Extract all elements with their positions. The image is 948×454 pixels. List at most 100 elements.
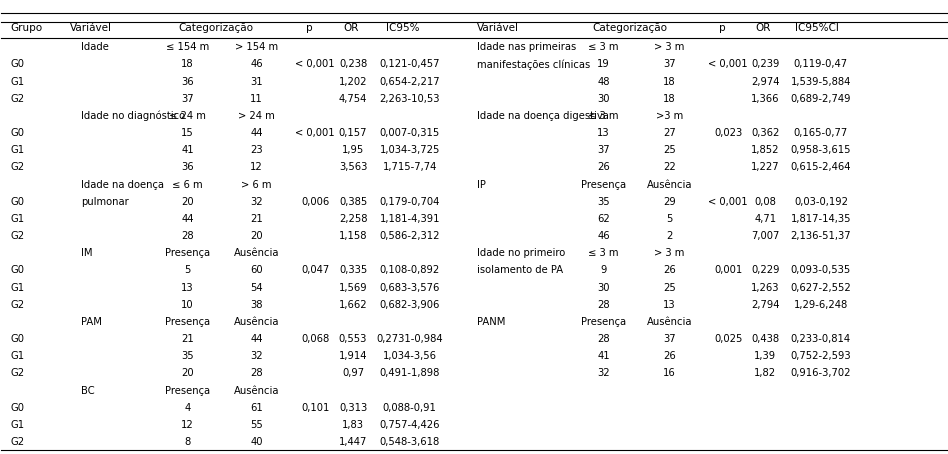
Text: G0: G0 <box>10 59 25 69</box>
Text: > 3 m: > 3 m <box>654 42 684 52</box>
Text: Grupo: Grupo <box>10 23 43 33</box>
Text: 1,034-3,725: 1,034-3,725 <box>379 145 440 155</box>
Text: 44: 44 <box>181 214 193 224</box>
Text: 31: 31 <box>250 77 263 87</box>
Text: G1: G1 <box>10 145 25 155</box>
Text: 0,586-2,312: 0,586-2,312 <box>379 231 440 241</box>
Text: p: p <box>306 23 313 33</box>
Text: Idade: Idade <box>81 42 109 52</box>
Text: 1,181-4,391: 1,181-4,391 <box>379 214 440 224</box>
Text: 1,539-5,884: 1,539-5,884 <box>791 77 851 87</box>
Text: > 24 m: > 24 m <box>238 111 275 121</box>
Text: 10: 10 <box>181 300 194 310</box>
Text: 1,034-3,56: 1,034-3,56 <box>383 351 437 361</box>
Text: ≤ 3 m: ≤ 3 m <box>589 111 619 121</box>
Text: Presença: Presença <box>165 385 210 395</box>
Text: OR: OR <box>756 23 771 33</box>
Text: 0,068: 0,068 <box>301 334 329 344</box>
Text: 25: 25 <box>664 145 676 155</box>
Text: 0,238: 0,238 <box>338 59 367 69</box>
Text: ≤ 3 m: ≤ 3 m <box>589 42 619 52</box>
Text: 2,263-10,53: 2,263-10,53 <box>379 94 440 104</box>
Text: 20: 20 <box>181 197 194 207</box>
Text: < 0,001: < 0,001 <box>296 128 335 138</box>
Text: Presença: Presença <box>581 317 626 327</box>
Text: G1: G1 <box>10 420 25 430</box>
Text: 28: 28 <box>597 334 610 344</box>
Text: 0,438: 0,438 <box>751 334 779 344</box>
Text: 0,007-0,315: 0,007-0,315 <box>379 128 440 138</box>
Text: 44: 44 <box>250 334 263 344</box>
Text: 60: 60 <box>250 266 263 276</box>
Text: 32: 32 <box>250 351 263 361</box>
Text: 18: 18 <box>181 59 194 69</box>
Text: 12: 12 <box>181 420 194 430</box>
Text: isolamento de PA: isolamento de PA <box>477 266 563 276</box>
Text: ≤ 24 m: ≤ 24 m <box>169 111 206 121</box>
Text: 38: 38 <box>250 300 263 310</box>
Text: 0,335: 0,335 <box>338 266 367 276</box>
Text: 12: 12 <box>250 163 263 173</box>
Text: < 0,001: < 0,001 <box>708 197 748 207</box>
Text: 37: 37 <box>597 145 610 155</box>
Text: Idade na doença digestiva: Idade na doença digestiva <box>477 111 609 121</box>
Text: 0,313: 0,313 <box>338 403 367 413</box>
Text: 26: 26 <box>597 163 610 173</box>
Text: Ausência: Ausência <box>234 385 280 395</box>
Text: 7,007: 7,007 <box>751 231 779 241</box>
Text: Presença: Presença <box>165 248 210 258</box>
Text: G0: G0 <box>10 403 25 413</box>
Text: 1,83: 1,83 <box>342 420 364 430</box>
Text: 37: 37 <box>181 94 194 104</box>
Text: IC95%Cl: IC95%Cl <box>795 23 839 33</box>
Text: 0,683-3,576: 0,683-3,576 <box>379 283 440 293</box>
Text: 26: 26 <box>664 266 676 276</box>
Text: 0,958-3,615: 0,958-3,615 <box>791 145 851 155</box>
Text: ≤ 3 m: ≤ 3 m <box>589 248 619 258</box>
Text: 0,615-2,464: 0,615-2,464 <box>791 163 851 173</box>
Text: 0,757-4,426: 0,757-4,426 <box>379 420 440 430</box>
Text: pulmonar: pulmonar <box>81 197 129 207</box>
Text: 30: 30 <box>597 283 610 293</box>
Text: G2: G2 <box>10 300 25 310</box>
Text: 9: 9 <box>600 266 607 276</box>
Text: 20: 20 <box>250 231 263 241</box>
Text: 28: 28 <box>250 369 263 379</box>
Text: G2: G2 <box>10 231 25 241</box>
Text: 5: 5 <box>666 214 673 224</box>
Text: PAM: PAM <box>81 317 101 327</box>
Text: Ausência: Ausência <box>647 317 692 327</box>
Text: 23: 23 <box>250 145 263 155</box>
Text: 0,553: 0,553 <box>338 334 367 344</box>
Text: ≤ 6 m: ≤ 6 m <box>173 180 203 190</box>
Text: 29: 29 <box>664 197 676 207</box>
Text: 0,239: 0,239 <box>751 59 779 69</box>
Text: 18: 18 <box>664 77 676 87</box>
Text: 25: 25 <box>664 283 676 293</box>
Text: 22: 22 <box>664 163 676 173</box>
Text: 2,974: 2,974 <box>751 77 779 87</box>
Text: 0,093-0,535: 0,093-0,535 <box>791 266 851 276</box>
Text: 1,29-6,248: 1,29-6,248 <box>793 300 848 310</box>
Text: 1,39: 1,39 <box>754 351 776 361</box>
Text: 4: 4 <box>185 403 191 413</box>
Text: 0,047: 0,047 <box>301 266 329 276</box>
Text: 0,752-2,593: 0,752-2,593 <box>791 351 851 361</box>
Text: Idade no diagnóstico: Idade no diagnóstico <box>81 111 185 121</box>
Text: 4,754: 4,754 <box>338 94 367 104</box>
Text: 46: 46 <box>250 59 263 69</box>
Text: 40: 40 <box>250 437 263 447</box>
Text: 44: 44 <box>250 128 263 138</box>
Text: 30: 30 <box>597 94 610 104</box>
Text: 32: 32 <box>250 197 263 207</box>
Text: Idade no primeiro: Idade no primeiro <box>477 248 565 258</box>
Text: 0,916-3,702: 0,916-3,702 <box>791 369 851 379</box>
Text: 0,362: 0,362 <box>751 128 779 138</box>
Text: 1,715-7,74: 1,715-7,74 <box>383 163 437 173</box>
Text: 0,025: 0,025 <box>714 334 742 344</box>
Text: 0,101: 0,101 <box>301 403 329 413</box>
Text: 11: 11 <box>250 94 263 104</box>
Text: OR: OR <box>343 23 358 33</box>
Text: 0,548-3,618: 0,548-3,618 <box>379 437 440 447</box>
Text: 1,227: 1,227 <box>751 163 779 173</box>
